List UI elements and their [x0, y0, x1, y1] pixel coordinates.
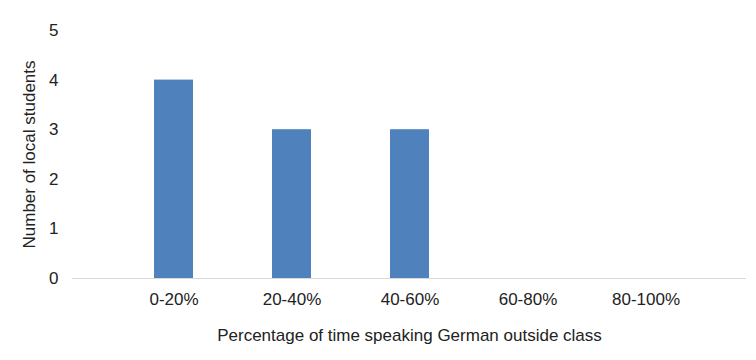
svg-text:80-100%: 80-100% [612, 290, 680, 309]
svg-text:3: 3 [49, 120, 58, 139]
svg-text:Percentage of time speaking Ge: Percentage of time speaking German outsi… [217, 326, 602, 345]
svg-text:0: 0 [49, 269, 58, 288]
svg-text:1: 1 [49, 219, 58, 238]
svg-text:2: 2 [49, 170, 58, 189]
svg-text:40-60%: 40-60% [381, 290, 440, 309]
svg-text:4: 4 [49, 71, 58, 90]
svg-text:0-20%: 0-20% [149, 290, 198, 309]
svg-text:60-80%: 60-80% [499, 290, 558, 309]
svg-text:20-40%: 20-40% [263, 290, 322, 309]
svg-text:5: 5 [49, 21, 58, 40]
svg-text:Number of local students: Number of local students [20, 60, 39, 248]
